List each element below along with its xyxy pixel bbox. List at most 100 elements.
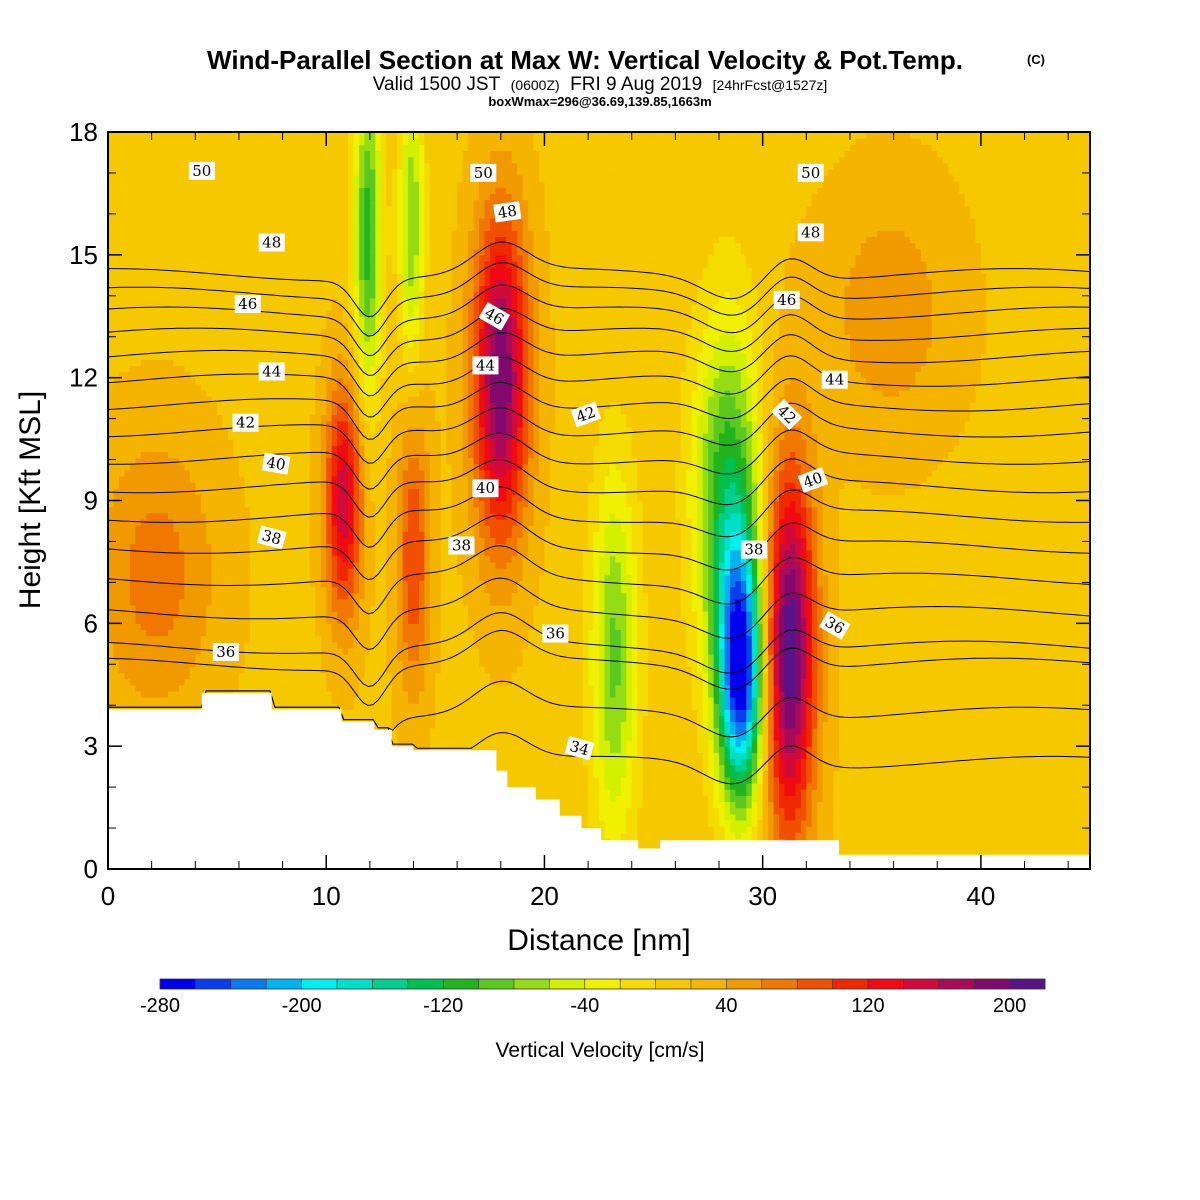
velocity-cell bbox=[800, 783, 807, 790]
velocity-cell bbox=[920, 703, 927, 710]
velocity-cell bbox=[664, 697, 671, 704]
velocity-cell bbox=[1002, 721, 1009, 729]
velocity-cell bbox=[418, 709, 426, 717]
velocity-cell bbox=[729, 801, 736, 809]
velocity-cell bbox=[528, 703, 535, 710]
velocity-cell bbox=[1024, 721, 1031, 729]
velocity-cell bbox=[626, 752, 633, 760]
velocity-cell bbox=[882, 709, 889, 717]
velocity-cell bbox=[740, 783, 747, 790]
velocity-cell bbox=[860, 838, 867, 846]
velocity-cell bbox=[1040, 826, 1047, 833]
velocity-cell bbox=[942, 746, 949, 753]
velocity-cell bbox=[626, 795, 633, 803]
velocity-cell bbox=[473, 697, 480, 704]
velocity-cell bbox=[1046, 758, 1053, 766]
velocity-cell bbox=[877, 807, 884, 815]
velocity-cell bbox=[397, 727, 404, 735]
velocity-cell bbox=[626, 733, 633, 741]
velocity-cell bbox=[555, 746, 562, 753]
velocity-cell bbox=[680, 703, 687, 710]
velocity-cell bbox=[768, 789, 775, 796]
velocity-cell bbox=[1057, 709, 1064, 717]
velocity-cell bbox=[822, 764, 829, 772]
velocity-cell bbox=[364, 715, 371, 723]
velocity-cell bbox=[391, 715, 398, 723]
velocity-cell bbox=[1079, 832, 1086, 839]
velocity-cell bbox=[909, 721, 917, 729]
velocity-cell bbox=[571, 697, 578, 704]
velocity-cell bbox=[839, 721, 846, 729]
velocity-cell bbox=[871, 826, 878, 833]
velocity-cell bbox=[1019, 789, 1026, 796]
velocity-cell bbox=[729, 783, 736, 790]
velocity-cell bbox=[560, 770, 567, 778]
velocity-cell bbox=[309, 703, 316, 710]
velocity-cell bbox=[822, 826, 829, 833]
velocity-cell bbox=[964, 813, 971, 821]
velocity-cell bbox=[1051, 844, 1058, 852]
velocity-cell bbox=[680, 770, 687, 778]
velocity-cell bbox=[964, 715, 971, 723]
velocity-cell bbox=[789, 764, 796, 772]
velocity-cell bbox=[849, 733, 857, 741]
velocity-cell bbox=[817, 758, 824, 766]
velocity-cell bbox=[888, 746, 895, 753]
velocity-cell bbox=[1008, 721, 1015, 729]
velocity-cell bbox=[544, 703, 551, 710]
velocity-cell bbox=[855, 758, 862, 766]
velocity-cell bbox=[517, 752, 524, 760]
velocity-cell bbox=[528, 721, 535, 729]
velocity-cell bbox=[1040, 721, 1047, 729]
velocity-cell bbox=[877, 813, 884, 821]
velocity-cell bbox=[855, 733, 862, 741]
velocity-cell bbox=[615, 721, 622, 729]
velocity-cell bbox=[522, 733, 529, 741]
velocity-cell bbox=[457, 709, 464, 717]
velocity-cell bbox=[669, 709, 676, 717]
velocity-cell bbox=[1008, 709, 1015, 717]
velocity-cell bbox=[817, 776, 824, 784]
velocity-cell bbox=[975, 770, 982, 778]
velocity-cell bbox=[615, 832, 622, 839]
velocity-cell bbox=[675, 758, 682, 766]
velocity-cell bbox=[713, 709, 720, 717]
velocity-cell bbox=[877, 752, 884, 760]
velocity-cell bbox=[653, 819, 660, 827]
velocity-cell bbox=[729, 727, 736, 735]
velocity-cell bbox=[871, 819, 878, 827]
velocity-cell bbox=[789, 697, 796, 704]
velocity-cell bbox=[1051, 801, 1058, 809]
velocity-cell bbox=[991, 727, 998, 735]
velocity-cell bbox=[882, 807, 889, 815]
velocity-cell bbox=[1019, 844, 1026, 852]
velocity-cell bbox=[615, 819, 622, 827]
velocity-cell bbox=[915, 832, 922, 839]
velocity-cell bbox=[708, 770, 715, 778]
velocity-cell bbox=[451, 715, 458, 723]
velocity-cell bbox=[1046, 838, 1053, 846]
velocity-cell bbox=[1062, 801, 1069, 809]
velocity-cell bbox=[648, 783, 655, 790]
velocity-cell bbox=[893, 752, 900, 760]
velocity-cell bbox=[959, 758, 966, 766]
velocity-cell bbox=[980, 801, 987, 809]
velocity-cell bbox=[724, 826, 731, 833]
velocity-cell bbox=[1008, 826, 1015, 833]
velocity-cell bbox=[795, 795, 802, 803]
velocity-cell bbox=[353, 703, 360, 710]
velocity-cell bbox=[1029, 715, 1037, 723]
velocity-cell bbox=[1073, 801, 1080, 809]
velocity-cell bbox=[806, 795, 813, 803]
velocity-cell bbox=[664, 752, 671, 760]
velocity-cell bbox=[926, 721, 933, 729]
velocity-cell bbox=[986, 819, 993, 827]
velocity-cell bbox=[975, 746, 982, 753]
velocity-cell bbox=[882, 746, 889, 753]
velocity-cell bbox=[920, 789, 927, 796]
velocity-cell bbox=[506, 758, 513, 766]
velocity-cell bbox=[773, 789, 780, 796]
velocity-cell bbox=[582, 758, 589, 766]
velocity-cell bbox=[822, 807, 829, 815]
velocity-cell bbox=[751, 832, 758, 839]
